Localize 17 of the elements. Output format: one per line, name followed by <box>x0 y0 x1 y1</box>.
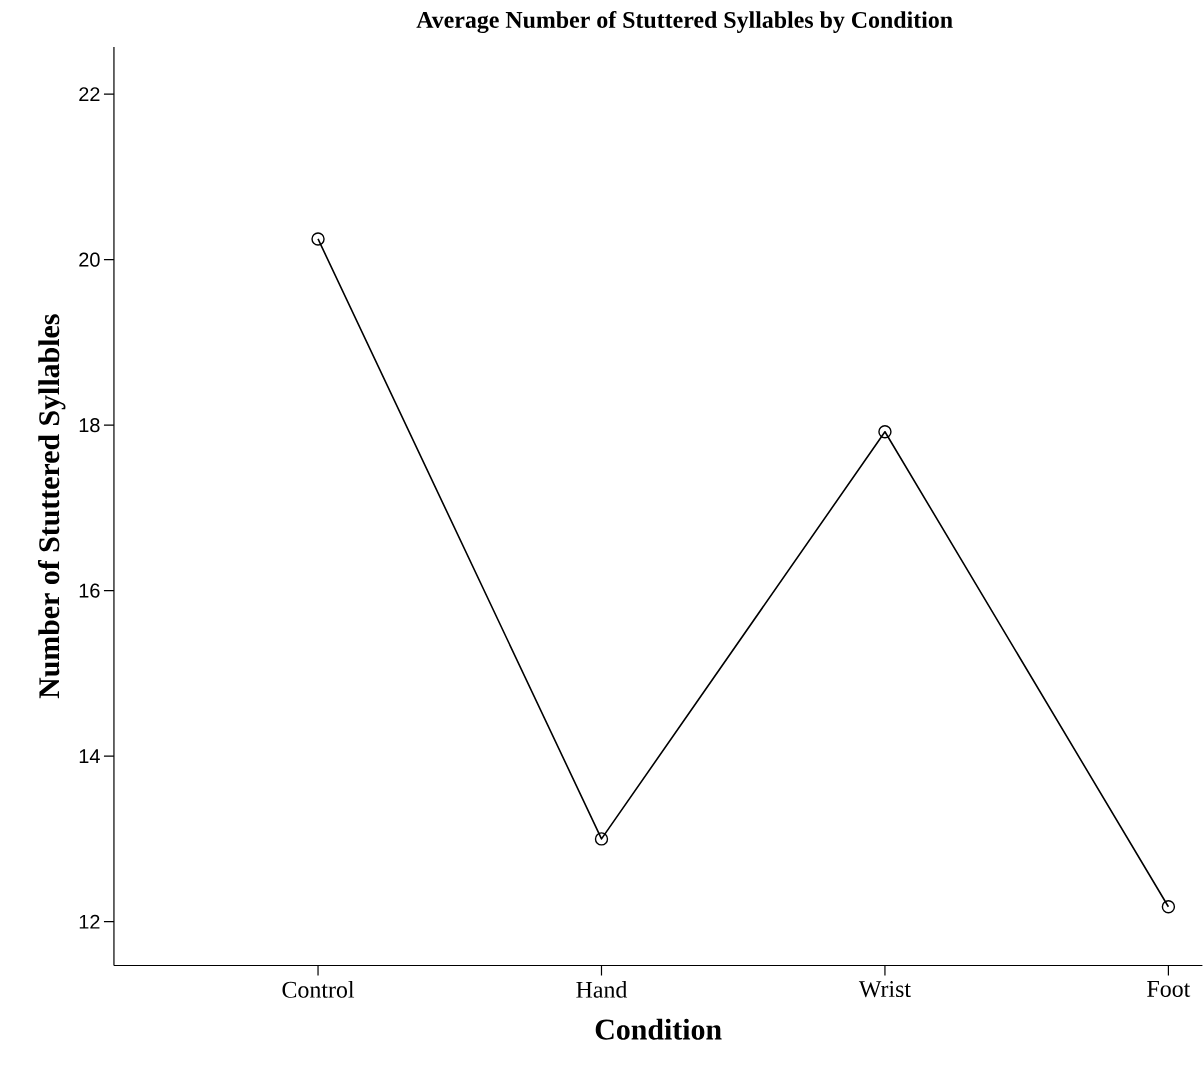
y-tick-label: 20 <box>79 252 100 267</box>
x-tick-label: Wrist <box>858 980 911 997</box>
y-tick-label: 22 <box>79 86 100 101</box>
x-tick-label: Control <box>282 980 355 998</box>
y-tick-label: 18 <box>79 417 100 432</box>
y-axis-title: Number of Stuttered Syllables <box>37 314 66 699</box>
point <box>311 232 325 246</box>
chart-title: Average Number of Stuttered Syllables by Condition <box>416 10 953 33</box>
y-tick-label: 14 <box>79 749 100 763</box>
point <box>1161 899 1176 914</box>
point <box>878 424 892 439</box>
y-tick-label: 16 <box>79 583 100 598</box>
x-tick-label: Hand <box>576 980 628 998</box>
y-tick-label: 12 <box>79 914 100 929</box>
x-axis-title: Condition <box>595 1018 722 1040</box>
point <box>594 831 609 846</box>
x-tick-label: Foot <box>1147 980 1191 997</box>
